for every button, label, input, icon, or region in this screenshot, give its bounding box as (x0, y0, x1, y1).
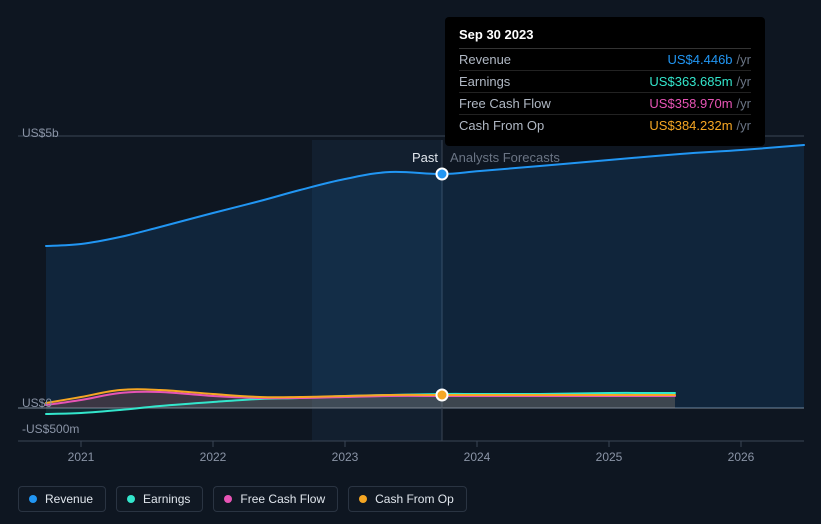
chart-tooltip: Sep 30 2023 Revenue US$4.446b/yr Earnings U… (445, 17, 765, 146)
tooltip-row-label: Free Cash Flow (459, 96, 551, 111)
legend-item-label: Free Cash Flow (240, 492, 325, 506)
x-tick-label: 2022 (200, 450, 227, 464)
tooltip-row: Earnings US$363.685m/yr (459, 70, 751, 92)
tooltip-row: Free Cash Flow US$358.970m/yr (459, 92, 751, 114)
marker-revenue (437, 169, 448, 180)
legend-dot-icon (29, 495, 37, 503)
tooltip-row-value: US$363.685m (649, 74, 732, 89)
legend-item-label: Earnings (143, 492, 190, 506)
legend-dot-icon (359, 495, 367, 503)
tooltip-row-label: Cash From Op (459, 118, 544, 133)
forecast-label: Analysts Forecasts (450, 150, 560, 165)
tooltip-row-unit: /yr (737, 118, 751, 133)
legend-item-earnings[interactable]: Earnings (116, 486, 203, 512)
tooltip-row-unit: /yr (737, 96, 751, 111)
legend-item-free-cash-flow[interactable]: Free Cash Flow (213, 486, 338, 512)
marker-cfo (437, 390, 448, 401)
tooltip-row-unit: /yr (737, 52, 751, 67)
x-tick-label: 2025 (596, 450, 623, 464)
chart-legend: Revenue Earnings Free Cash Flow Cash From O… (18, 486, 467, 512)
past-label: Past (412, 150, 438, 165)
tooltip-row-unit: /yr (737, 74, 751, 89)
legend-item-label: Cash From Op (375, 492, 454, 506)
legend-item-cash-from-op[interactable]: Cash From Op (348, 486, 467, 512)
x-tick-label: 2023 (332, 450, 359, 464)
tooltip-row: Cash From Op US$384.232m/yr (459, 114, 751, 136)
y-tick-label: US$0 (22, 396, 52, 410)
x-tick-label: 2024 (464, 450, 491, 464)
y-tick-label: -US$500m (22, 422, 79, 436)
y-tick-label: US$5b (22, 126, 59, 140)
legend-dot-icon (127, 495, 135, 503)
legend-dot-icon (224, 495, 232, 503)
tooltip-row-value: US$384.232m (649, 118, 732, 133)
tooltip-row-label: Earnings (459, 74, 510, 89)
tooltip-date: Sep 30 2023 (459, 27, 751, 42)
tooltip-row-value: US$4.446b (667, 52, 732, 67)
legend-item-label: Revenue (45, 492, 93, 506)
x-tick-label: 2021 (68, 450, 95, 464)
legend-item-revenue[interactable]: Revenue (18, 486, 106, 512)
tooltip-row-label: Revenue (459, 52, 511, 67)
tooltip-row: Revenue US$4.446b/yr (459, 48, 751, 70)
tooltip-row-value: US$358.970m (649, 96, 732, 111)
x-tick-label: 2026 (728, 450, 755, 464)
